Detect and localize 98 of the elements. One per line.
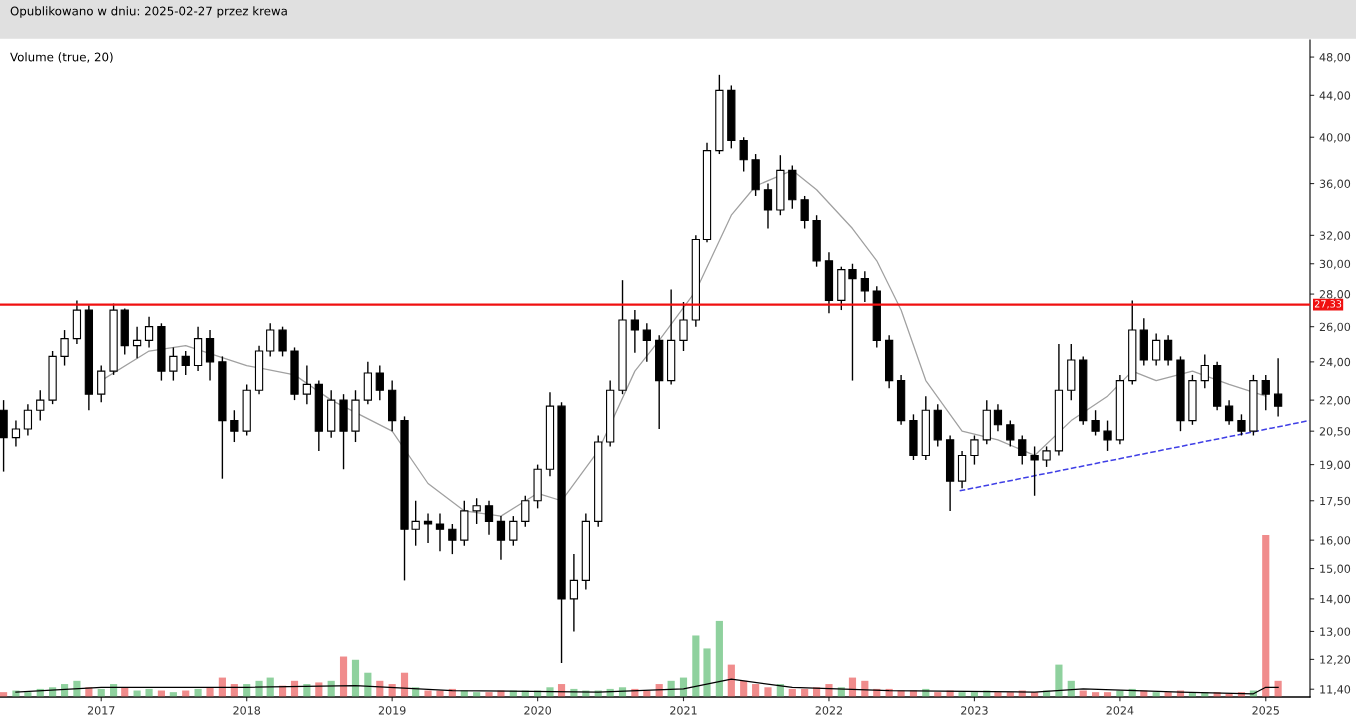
candlestick — [679, 301, 688, 352]
candlestick — [278, 325, 287, 358]
y-tick-label: 26,00 — [1319, 322, 1351, 333]
candlestick — [1103, 419, 1112, 452]
x-tick-label: 2020 — [524, 706, 552, 715]
y-tick-label: 36,00 — [1319, 179, 1351, 190]
bar — [73, 680, 81, 697]
candlestick — [848, 263, 857, 382]
bar — [339, 656, 348, 697]
candlestick — [205, 329, 215, 382]
candlestick — [448, 523, 457, 555]
candlestick — [1163, 334, 1173, 367]
y-tick-label: 44,00 — [1319, 91, 1351, 101]
x-tick-label: 2024 — [1106, 706, 1134, 715]
y-tick-label: 16,00 — [1320, 536, 1351, 546]
ref-line-label: 27,33 — [1314, 300, 1342, 309]
bar — [1055, 664, 1063, 697]
bar — [1262, 535, 1270, 697]
y-tick-label: 17,50 — [1320, 496, 1351, 507]
candlestick — [1006, 419, 1015, 448]
y-tick-label: 14,00 — [1320, 594, 1351, 605]
candlestick — [302, 364, 312, 405]
y-tick-label: 24,00 — [1319, 357, 1351, 368]
candlestick — [23, 403, 33, 437]
candlestick — [1091, 409, 1100, 437]
candlestick — [1273, 357, 1283, 418]
candlestick — [1018, 434, 1027, 466]
bar — [703, 648, 711, 697]
y-tick-label: 19,00 — [1320, 460, 1351, 471]
candlestick — [423, 512, 433, 544]
candlestick — [11, 419, 21, 448]
bar — [485, 692, 493, 697]
y-tick-label: 22,00 — [1319, 396, 1351, 406]
candlestick — [411, 500, 420, 547]
candlestick — [181, 350, 190, 376]
candlestick — [569, 553, 579, 633]
y-tick-label: 30,00 — [1319, 259, 1351, 270]
candlestick — [375, 364, 384, 401]
bar — [206, 687, 214, 697]
bar — [546, 687, 554, 697]
x-tick-label: 2022 — [815, 706, 842, 715]
bar — [194, 688, 202, 697]
x-tick-label: 2018 — [233, 706, 261, 715]
candlestick — [484, 500, 494, 536]
y-tick-label: 12,20 — [1320, 655, 1351, 665]
bar — [958, 692, 966, 697]
y-tick-label: 11,40 — [1320, 685, 1351, 695]
candlestick — [509, 515, 518, 547]
candlestick — [763, 182, 773, 230]
y-tick-label: 20,50 — [1319, 427, 1351, 437]
text: Opublikowano w dniu: 2025-02-27 przez krewa — [10, 6, 287, 18]
bar — [994, 692, 1002, 697]
candlestick — [630, 309, 640, 354]
candlestick — [60, 329, 69, 367]
bar — [715, 620, 723, 697]
bar — [351, 659, 360, 697]
y-tick-label: 32,00 — [1319, 231, 1351, 241]
candlestick — [435, 512, 445, 552]
candlestick — [132, 325, 142, 359]
candlestick — [1224, 399, 1234, 426]
bar — [825, 684, 833, 697]
bar — [764, 687, 772, 697]
candlestick — [1237, 413, 1246, 437]
candlestick — [230, 409, 239, 443]
candlestick — [739, 136, 748, 173]
candlestick — [1152, 332, 1161, 367]
y-tick-label: 15,00 — [1320, 564, 1351, 575]
bar — [752, 684, 760, 697]
x-tick-label: 2025 — [1252, 706, 1279, 715]
candlestick — [1030, 445, 1039, 497]
candlestick — [860, 270, 869, 303]
bar — [727, 664, 735, 697]
candlestick — [800, 195, 809, 230]
candlestick — [97, 364, 106, 403]
x-tick-label: 2019 — [378, 706, 406, 715]
candlestick — [1200, 353, 1209, 389]
candlestick — [144, 315, 154, 349]
candlestick — [1261, 374, 1270, 411]
candlestick — [993, 403, 1003, 432]
y-tick-label: 40,00 — [1319, 133, 1351, 143]
x-tick-label: 2023 — [961, 706, 988, 715]
candlestick — [472, 497, 481, 525]
y-tick-label: 13,00 — [1320, 627, 1351, 637]
x-tick-label: 2021 — [670, 706, 697, 715]
candlestick — [36, 389, 45, 422]
candlestick — [521, 495, 530, 528]
y-tick-label: 48,00 — [1319, 53, 1351, 63]
chart-title: Volume (true, 20) — [10, 52, 113, 63]
candlestick — [266, 322, 275, 358]
y-tick-label: 28,00 — [1319, 290, 1351, 300]
candlestick — [970, 434, 979, 466]
bar — [145, 688, 153, 697]
bar — [692, 635, 700, 697]
candlestick — [642, 322, 651, 363]
candlestick — [169, 346, 178, 382]
candlestick — [1042, 445, 1051, 468]
x-tick-label: 2017 — [87, 706, 115, 715]
candlestick — [496, 515, 506, 561]
